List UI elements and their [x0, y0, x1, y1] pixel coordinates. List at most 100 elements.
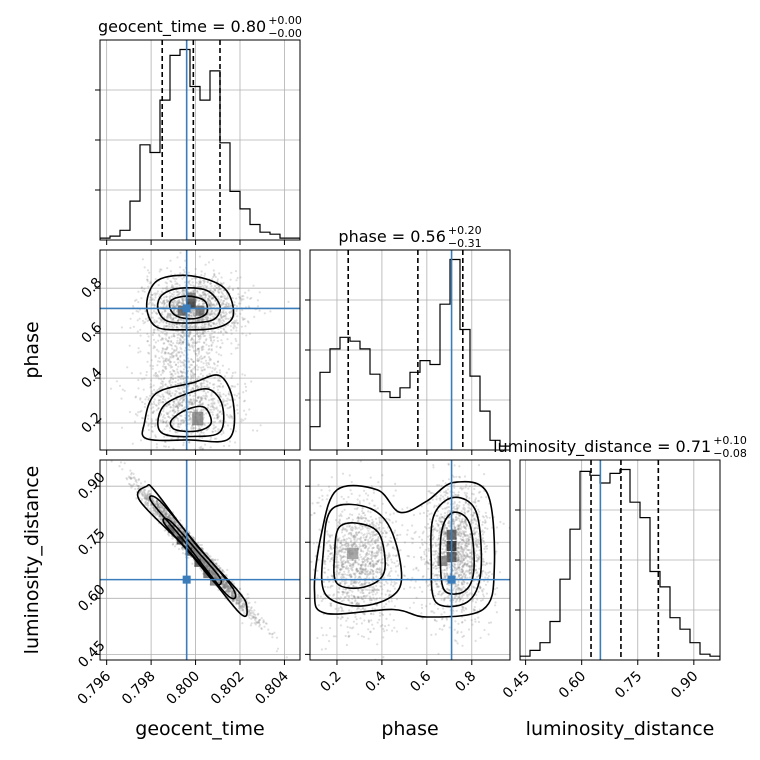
sample-point [188, 413, 191, 416]
sample-point [211, 370, 214, 373]
sample-point [178, 525, 181, 529]
sample-point [156, 499, 159, 502]
sample-point [222, 312, 225, 315]
sample-point [223, 585, 226, 589]
sample-point [202, 379, 206, 382]
sample-point [171, 292, 174, 296]
sample-point [211, 296, 214, 299]
sample-point [224, 586, 227, 589]
sample-point [198, 556, 201, 559]
sample-point [191, 408, 195, 411]
sample-point [171, 377, 175, 381]
sample-point [206, 553, 209, 556]
sample-point [161, 505, 164, 508]
sample-point [201, 291, 204, 295]
sample-point [210, 348, 213, 351]
sample-point [219, 393, 222, 396]
sample-point [202, 394, 205, 397]
sample-point [164, 365, 168, 368]
sample-point [157, 512, 160, 515]
sample-point [143, 480, 147, 483]
sample-point [187, 530, 190, 533]
sample-point [160, 337, 164, 340]
sample-point [202, 561, 205, 565]
sample-point [204, 565, 208, 568]
sample-point [204, 334, 207, 337]
sample-point [146, 278, 149, 281]
sample-point [191, 400, 194, 403]
sample-point [204, 562, 207, 565]
sample-point [164, 352, 167, 355]
sample-point [181, 335, 184, 338]
sample-point [168, 426, 171, 429]
sample-point [207, 316, 210, 320]
sample-point [221, 576, 224, 579]
sample-point [201, 284, 204, 287]
sample-point [157, 399, 160, 402]
sample-point [155, 500, 158, 503]
sample-point [175, 301, 178, 304]
sample-point [144, 501, 147, 504]
sample-point [201, 403, 204, 406]
sample-point [209, 571, 212, 574]
sample-point [178, 350, 181, 353]
sample-point [202, 279, 205, 282]
sample-point [160, 413, 163, 416]
sample-point [240, 420, 243, 423]
sample-point [216, 414, 219, 417]
sample-point [169, 366, 172, 369]
sample-point [131, 485, 134, 488]
sample-point [162, 359, 165, 363]
sample-point [208, 372, 211, 375]
sample-point [216, 558, 219, 561]
sample-point [188, 326, 191, 329]
sample-point [164, 509, 167, 513]
sample-point [200, 398, 203, 402]
sample-point [200, 382, 203, 385]
sample-point [160, 508, 163, 511]
sample-point [237, 293, 240, 296]
sample-point [236, 408, 239, 411]
sample-point [177, 524, 180, 527]
sample-point [195, 399, 198, 402]
sample-point [190, 375, 193, 378]
sample-point [123, 389, 126, 392]
sample-point [197, 352, 200, 355]
sample-point [263, 625, 266, 628]
sample-point [166, 288, 169, 291]
sample-point [210, 402, 213, 405]
sample-point [220, 315, 223, 318]
sample-point [155, 312, 158, 315]
sample-point [176, 417, 179, 420]
sample-point [150, 493, 153, 496]
sample-point [133, 299, 137, 302]
sample-point [187, 341, 190, 345]
sample-point [130, 473, 133, 476]
sample-point [190, 376, 193, 379]
sample-point [255, 621, 258, 624]
sample-point [209, 313, 212, 316]
sample-point [209, 373, 212, 376]
sample-point [181, 331, 184, 334]
sample-point [200, 294, 203, 297]
sample-point [137, 485, 141, 488]
sample-point [213, 407, 216, 410]
sample-point [142, 417, 145, 420]
sample-point [180, 419, 183, 422]
sample-point [172, 354, 175, 357]
sample-point [173, 361, 176, 364]
sample-point [188, 319, 191, 322]
sample-point [202, 390, 205, 393]
sample-point [159, 268, 162, 271]
sample-point [183, 334, 186, 337]
sample-point [173, 311, 177, 315]
sample-point [230, 342, 233, 345]
sample-point [196, 319, 199, 322]
sample-point [204, 564, 208, 567]
sample-point [162, 507, 165, 510]
sample-point [203, 322, 206, 325]
sample-point [204, 294, 207, 297]
sample-point [217, 288, 220, 291]
sample-point [197, 425, 200, 428]
sample-point [182, 420, 185, 423]
